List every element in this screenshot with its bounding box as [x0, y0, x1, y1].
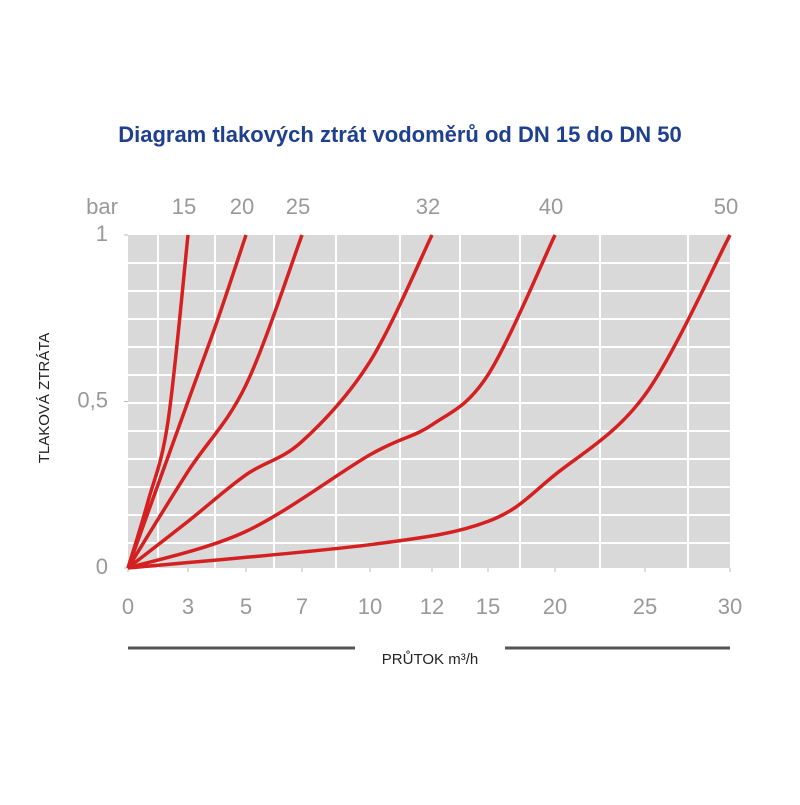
y-tick-label: 1: [96, 221, 108, 246]
series-label: 25: [286, 194, 310, 219]
y-unit: bar: [86, 194, 118, 219]
x-tick-label: 15: [476, 594, 500, 619]
series-label: 50: [714, 194, 738, 219]
x-tick-label: 12: [420, 594, 444, 619]
x-tick-label: 20: [543, 594, 567, 619]
series-line: [127, 234, 557, 570]
series-label: 15: [172, 194, 196, 219]
y-tick-label: 0: [96, 554, 108, 579]
y-tick-label: 0,5: [77, 387, 108, 412]
series-line: [126, 234, 190, 569]
series-label: 40: [539, 194, 563, 219]
y-axis-label: TLAKOVÁ ZTRÁTA: [36, 333, 53, 464]
x-tick-label: 25: [633, 594, 657, 619]
series-line: [127, 234, 732, 570]
x-tick-label: 10: [358, 594, 382, 619]
series-line: [126, 234, 304, 569]
x-tick-label: 7: [296, 594, 308, 619]
x-tick-label: 5: [240, 594, 252, 619]
series-line: [126, 234, 434, 570]
series-line: [126, 234, 248, 569]
x-tick-label: 3: [182, 594, 194, 619]
series-label: 32: [416, 194, 440, 219]
x-axis-label: PRŮTOK m³/h: [382, 650, 478, 668]
series-label: 20: [230, 194, 254, 219]
x-tick-label: 30: [718, 594, 742, 619]
x-tick-label: 0: [122, 594, 134, 619]
chart-title: Diagram tlakových ztrát vodoměrů od DN 1…: [118, 122, 682, 147]
